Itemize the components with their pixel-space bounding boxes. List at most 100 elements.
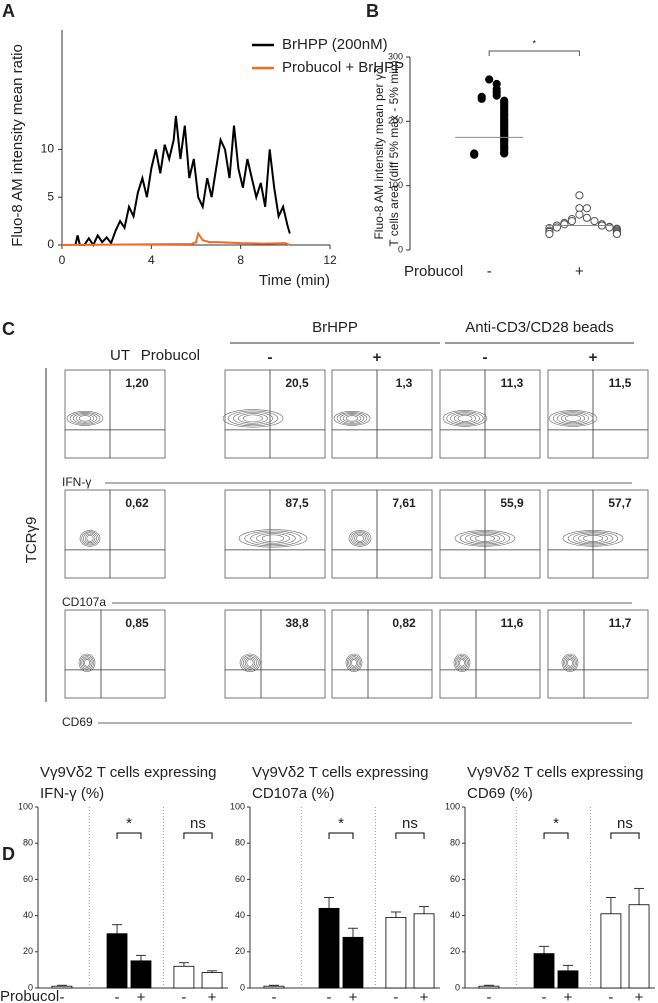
legend-label: Probucol + BrHPP — [282, 59, 404, 76]
significance-bracket — [488, 50, 580, 56]
contour — [79, 530, 101, 547]
data-point — [605, 223, 614, 232]
chart-title: Vγ9Vδ2 T cells expressing — [252, 764, 428, 781]
contour — [564, 656, 576, 670]
contour — [567, 531, 619, 546]
x-tick-label: + — [137, 989, 146, 1003]
panel-letter: C — [2, 319, 15, 339]
y-tick-label: 100 — [445, 801, 460, 811]
x-axis-label: Probucol — [404, 263, 463, 280]
series-line — [74, 115, 291, 248]
contour — [339, 413, 365, 424]
contour — [84, 658, 90, 667]
data-point — [470, 150, 479, 159]
contour — [80, 655, 94, 671]
quadrant-value: 1,20 — [125, 376, 149, 390]
contour — [238, 413, 269, 424]
x-tick-label: - — [542, 989, 547, 1003]
column-label: + — [373, 349, 382, 366]
y-tick-label: 100 — [230, 801, 245, 811]
y-axis-label: TCRγ9 — [23, 517, 40, 564]
y-tick-label: 20 — [450, 946, 460, 956]
significance-bracket — [543, 832, 569, 839]
x-tick-label: 4 — [148, 253, 155, 267]
x-tick-label: + — [564, 989, 573, 1003]
bar — [628, 904, 650, 989]
bar — [130, 960, 152, 989]
y-tick-label: 300 — [388, 51, 403, 61]
y-tick-label: 100 — [18, 801, 33, 811]
contour — [345, 653, 363, 672]
series-line — [61, 231, 291, 246]
contour — [475, 534, 495, 542]
quadrant-value: 0,85 — [125, 616, 149, 630]
y-tick-label: 80 — [450, 838, 460, 848]
data-point — [492, 91, 501, 100]
contour — [244, 657, 256, 668]
x-tick-label: - — [327, 989, 332, 1003]
bar — [533, 953, 555, 989]
group-label: BrHPP — [312, 319, 358, 336]
chart-title: Vγ9Vδ2 T cells expressing — [40, 764, 216, 781]
bar — [385, 917, 407, 989]
significance-bracket — [395, 832, 425, 839]
contour — [246, 658, 254, 667]
bar — [263, 985, 285, 989]
contour — [351, 658, 357, 667]
contour — [75, 414, 95, 423]
y-tick-label: 40 — [450, 910, 460, 920]
contour — [222, 409, 284, 428]
y-tick-label: 20 — [23, 946, 33, 956]
bar — [478, 985, 500, 989]
data-point — [575, 191, 584, 200]
column-label: - — [268, 349, 273, 366]
chart-title: CD107a (%) — [252, 785, 335, 802]
significance-label: * — [533, 38, 537, 48]
significance-label: * — [338, 815, 344, 832]
significance-label: * — [126, 815, 132, 832]
bar — [106, 933, 128, 989]
data-point — [485, 75, 494, 84]
contour — [561, 653, 579, 672]
contour — [562, 530, 624, 547]
significance-bracket — [328, 832, 354, 839]
plot-frame — [224, 609, 326, 699]
row-label: CD69 — [62, 715, 93, 729]
row-label: CD107a — [62, 595, 106, 609]
contour — [347, 655, 361, 671]
contour — [86, 534, 94, 542]
y-tick-label: 80 — [23, 838, 33, 848]
bar — [201, 972, 223, 989]
data-point — [477, 94, 486, 103]
data-point — [560, 220, 569, 229]
legend-label: BrHPP (200nM) — [282, 36, 388, 53]
contour — [469, 533, 500, 544]
contour — [560, 413, 586, 424]
contour — [464, 532, 506, 545]
contour — [261, 534, 285, 543]
quadrant-value: 0,62 — [125, 496, 149, 510]
y-tick-label: 5 — [47, 189, 54, 203]
panel-letter: A — [2, 1, 15, 21]
quadrant-value: 55,9 — [500, 496, 524, 510]
column-label: + — [589, 349, 598, 366]
contour — [457, 657, 467, 668]
contour — [227, 410, 279, 427]
contour — [256, 533, 290, 544]
contour — [453, 413, 477, 424]
contour — [250, 531, 296, 545]
plot-frame — [331, 369, 433, 459]
y-tick-label: 0 — [455, 982, 460, 992]
y-tick-label: 20 — [235, 946, 245, 956]
contour — [354, 533, 366, 544]
y-axis-label: T cells area (diff 5% max - 5% min) — [387, 60, 401, 246]
column-label: - — [483, 349, 488, 366]
first-column-label: UT — [110, 347, 130, 364]
contour — [349, 657, 359, 668]
bar — [51, 985, 73, 989]
plot-frame — [64, 369, 166, 459]
contour — [565, 657, 575, 668]
plot-frame — [439, 609, 541, 699]
contour — [446, 411, 484, 426]
